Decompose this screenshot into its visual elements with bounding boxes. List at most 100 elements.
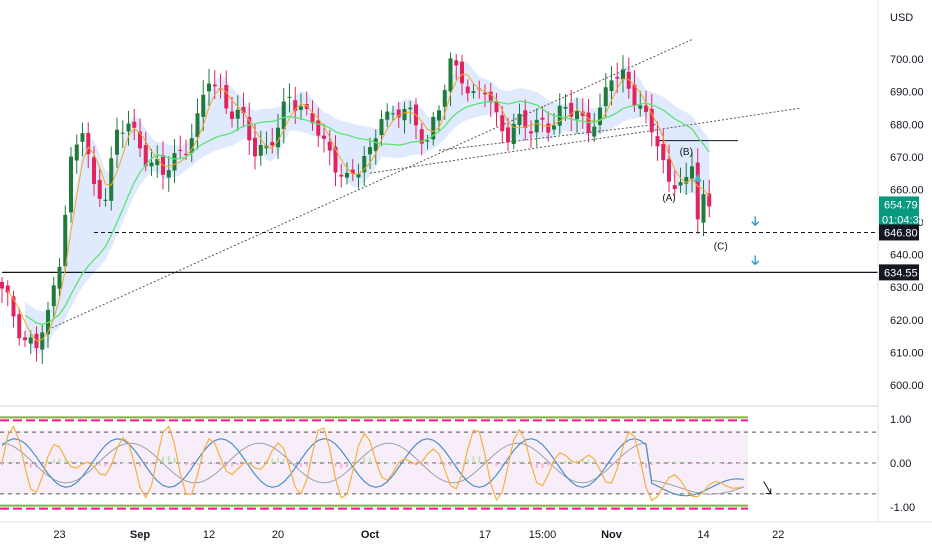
trend-lines xyxy=(47,39,802,331)
osc-hist-bar xyxy=(12,461,15,463)
osc-hist-bar xyxy=(213,463,216,464)
osc-hist-bar xyxy=(478,456,481,463)
candle-body xyxy=(356,173,361,178)
time-tick-label: 22 xyxy=(772,529,784,541)
candle-body xyxy=(17,314,22,339)
candle-body xyxy=(293,100,298,111)
oscillator-pane[interactable] xyxy=(0,416,878,510)
candle-body xyxy=(506,127,510,143)
candle-body xyxy=(385,111,390,120)
osc-hist-bar xyxy=(409,463,412,465)
candle-body xyxy=(63,214,68,267)
candle-body xyxy=(488,91,493,103)
candle-body xyxy=(28,337,33,344)
candle-body xyxy=(178,149,183,151)
price-tick-label: 690.00 xyxy=(890,87,924,99)
signal-up-triangle xyxy=(693,173,702,182)
time-tick-label: Oct xyxy=(361,529,380,541)
osc-hist-bar xyxy=(225,463,228,467)
osc-hist-bar xyxy=(645,463,647,469)
osc-hist-bar xyxy=(127,462,130,464)
osc-hist-bar xyxy=(616,463,619,466)
candle-body xyxy=(276,127,280,148)
candle-body xyxy=(126,123,131,132)
candle-body xyxy=(51,285,56,307)
candle-body xyxy=(80,133,85,142)
candle-body xyxy=(500,115,505,132)
osc-hist-bar xyxy=(1,463,3,466)
osc-hist-bar xyxy=(52,458,55,463)
osc-hist-bar xyxy=(98,463,101,466)
candle-body xyxy=(362,156,367,173)
candle-body xyxy=(0,281,4,289)
candle-body xyxy=(546,123,551,133)
candle-body xyxy=(322,135,326,139)
osc-hist-bar xyxy=(524,463,527,464)
candle-body xyxy=(523,110,528,128)
osc-hist-bar xyxy=(673,460,676,463)
time-tick-label: 20 xyxy=(272,529,284,541)
candle-body xyxy=(678,182,683,186)
candle-body xyxy=(529,131,533,134)
price-tag-value: 634.55 xyxy=(884,267,918,279)
price-tick-label: 620.00 xyxy=(890,315,924,327)
price-tick-label: 680.00 xyxy=(890,119,924,131)
candle-body xyxy=(391,113,395,115)
candle-body xyxy=(494,102,499,113)
moving-averages xyxy=(7,73,710,342)
candle-body xyxy=(626,71,631,89)
osc-hist-bar xyxy=(277,457,279,463)
candle-body xyxy=(649,108,654,133)
time-tick-label: Sep xyxy=(130,529,150,541)
time-tick-label: 17 xyxy=(479,529,491,541)
osc-hist-bar xyxy=(719,462,722,464)
price-tag-last xyxy=(879,196,919,229)
candle-body xyxy=(92,157,96,184)
price-tick-label: 670.00 xyxy=(890,152,924,164)
osc-hist-bar xyxy=(386,462,389,464)
osc-hist-bar xyxy=(311,463,314,464)
trendline-upper xyxy=(369,107,802,174)
price-tick-label: 700.00 xyxy=(890,54,924,66)
candle-body xyxy=(143,145,148,166)
osc-hist-bar xyxy=(650,463,653,466)
osc-hist-bar xyxy=(466,459,469,463)
candle-body xyxy=(138,131,142,149)
osc-hist-bar xyxy=(714,462,716,464)
osc-hist-bar xyxy=(323,461,325,463)
candle-body xyxy=(281,101,286,130)
osc-hist-bar xyxy=(334,463,337,468)
candle-body xyxy=(592,126,597,137)
candle-body xyxy=(109,158,114,201)
osc-hist-bar xyxy=(116,463,118,465)
down-arrow-head-icon xyxy=(751,260,760,266)
candle-body xyxy=(69,156,73,213)
main-price-pane[interactable]: (A) (B) (C) xyxy=(0,39,878,365)
osc-hist-bar xyxy=(547,463,550,466)
osc-hist-bar xyxy=(363,457,366,463)
candle-body xyxy=(23,337,27,341)
osc-hist-bar xyxy=(346,463,348,468)
osc-hist-bar xyxy=(380,461,383,463)
candle-body xyxy=(437,110,441,121)
price-axis[interactable]: USD 600.00610.00620.00630.00640.00650.00… xyxy=(877,0,925,522)
osc-hist-bar xyxy=(438,463,440,465)
candle-body xyxy=(454,60,459,66)
osc-hist-bar xyxy=(156,460,159,463)
candle-body xyxy=(235,109,240,119)
candle-body xyxy=(195,113,200,137)
osc-hist-bar xyxy=(202,462,205,464)
candle-body xyxy=(701,194,706,223)
candle-body xyxy=(287,96,292,98)
osc-hist-bar xyxy=(150,463,153,465)
osc-hist-bar xyxy=(541,463,544,468)
price-tag-level2 xyxy=(879,264,919,281)
osc-hist-bar xyxy=(139,463,141,467)
candle-body xyxy=(442,90,447,107)
candle-body xyxy=(373,138,378,151)
osc-hist-bar xyxy=(432,463,435,465)
osc-hist-bar xyxy=(271,458,274,463)
time-axis[interactable]: 23 Sep 12 20 Oct 17 15:00 Nov 14 22 xyxy=(0,521,932,541)
